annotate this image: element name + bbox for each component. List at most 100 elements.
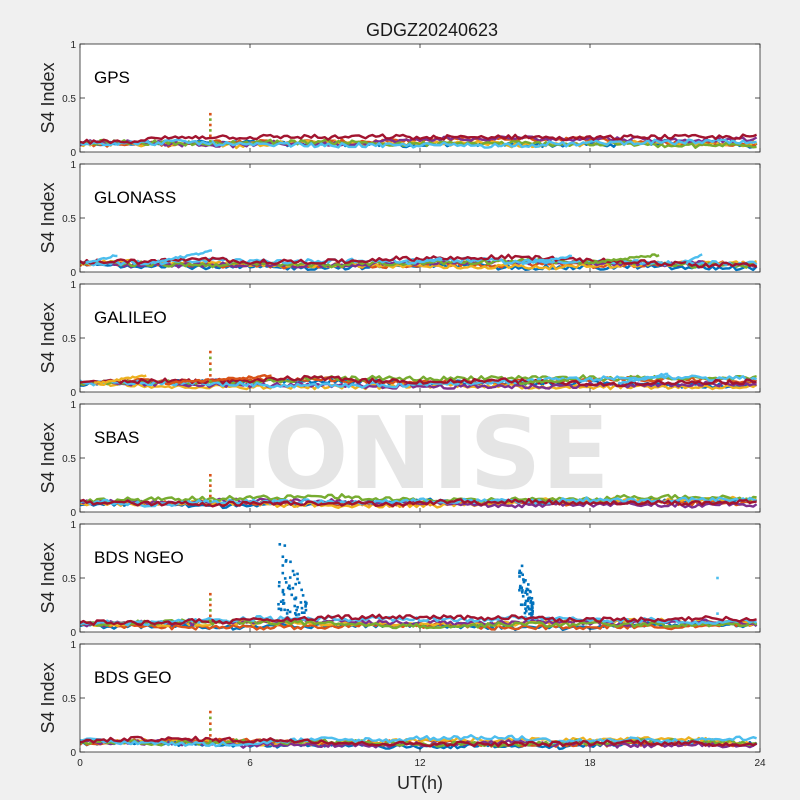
burst-point: [529, 601, 532, 604]
watermark: IONISE: [226, 395, 609, 512]
burst-point: [286, 608, 289, 612]
panel-label: GPS: [94, 68, 130, 87]
isolated-point: [716, 612, 719, 615]
panel-glonass: 0 0.5 1 GLONASS S4 Index: [38, 160, 761, 279]
plot-area: [80, 524, 760, 632]
spike-point: [209, 499, 212, 503]
isolated-point: [716, 576, 719, 580]
burst-point: [531, 606, 534, 610]
burst-point: [288, 587, 292, 591]
burst-point: [277, 607, 281, 611]
y-tick-label: 0.5: [62, 574, 76, 585]
burst-point: [300, 588, 303, 592]
panel-label: GLONASS: [94, 188, 176, 207]
panel-bds-geo: 0 0.5 1 0 6 12 18 24 BDS GEO S4 Index: [38, 640, 766, 769]
burst-point: [529, 599, 533, 603]
y-axis-label: S4 Index: [38, 662, 58, 733]
y-tick-label: 1: [70, 40, 76, 51]
burst-point: [301, 594, 305, 597]
spike-point: [209, 614, 212, 618]
burst-point: [520, 564, 524, 568]
panel-label: BDS NGEO: [94, 548, 184, 567]
burst-point: [528, 612, 531, 616]
burst-point: [293, 573, 296, 577]
y-tick-label: 1: [70, 280, 76, 291]
spike-point: [209, 134, 212, 138]
burst-point: [300, 606, 304, 610]
burst-point: [522, 578, 525, 581]
series-arc: [617, 372, 669, 386]
x-tick-label: 0: [77, 758, 83, 769]
burst-point: [281, 599, 285, 602]
y-axis-label: S4 Index: [38, 182, 58, 253]
y-tick-label: 1: [70, 160, 76, 171]
burst-point: [527, 607, 531, 611]
series-line: [80, 617, 758, 628]
spike-point: [209, 739, 212, 743]
series-arc: [164, 374, 272, 386]
burst-point: [304, 608, 308, 612]
burst-point: [518, 569, 522, 573]
burst-point: [518, 571, 521, 575]
y-tick-label: 0.5: [62, 214, 76, 225]
y-tick-label: 0: [70, 268, 76, 279]
burst-point: [518, 575, 521, 578]
burst-point: [283, 544, 287, 547]
burst-point: [296, 605, 299, 609]
burst-point: [521, 573, 524, 577]
spike-point: [209, 603, 212, 607]
series-line: [80, 613, 757, 626]
series-arc: [150, 249, 213, 265]
series-arc: [518, 378, 570, 386]
burst-point: [281, 571, 285, 575]
panel-galileo: 0 0.5 1 GALILEO S4 Index: [38, 280, 761, 399]
series-arc: [521, 254, 573, 266]
burst-point: [531, 612, 534, 616]
burst-point: [293, 612, 297, 615]
spike-point: [209, 598, 212, 601]
burst-point: [277, 602, 280, 606]
y-tick-label: 0: [70, 628, 76, 639]
burst-point: [294, 597, 297, 601]
burst-point: [296, 577, 299, 581]
x-tick-label: 12: [414, 758, 426, 769]
burst-point: [524, 591, 527, 595]
y-tick-label: 1: [70, 640, 76, 651]
panel-bds-ngeo: 0 0.5 1 BDS NGEO S4 Index: [38, 520, 761, 639]
burst-point: [526, 599, 529, 603]
series-line: [80, 253, 758, 269]
burst-point: [523, 611, 527, 615]
spike-point: [209, 374, 212, 377]
burst-point: [522, 580, 526, 584]
burst-point: [526, 605, 529, 609]
burst-point: [529, 608, 532, 611]
spike-point: [209, 489, 212, 493]
burst-point: [524, 579, 527, 582]
series-arc: [583, 253, 660, 266]
burst-point: [525, 593, 529, 596]
panel-label: SBAS: [94, 428, 139, 447]
plot-area: [80, 44, 760, 152]
burst-point: [524, 599, 528, 603]
spike-point: [209, 356, 212, 360]
series-arc: [94, 374, 147, 385]
burst-point: [521, 603, 524, 607]
x-tick-label: 18: [584, 758, 596, 769]
burst-point: [296, 572, 299, 576]
series-line: [80, 138, 757, 149]
spike-point: [209, 619, 212, 623]
burst-point: [527, 597, 530, 601]
burst-point: [283, 608, 286, 612]
burst-point: [294, 613, 298, 617]
panel-gps: 0 0.5 1 GPS S4 Index: [38, 40, 761, 159]
x-tick-label: 24: [754, 758, 766, 769]
x-axis-label: UT(h): [397, 773, 443, 793]
burst-point: [519, 571, 523, 575]
burst-point: [291, 586, 295, 590]
burst-point: [525, 587, 529, 591]
panel-sbas: 0 0.5 1 SBAS S4 Index: [38, 400, 761, 519]
y-tick-label: 1: [70, 400, 76, 411]
burst-point: [284, 581, 288, 584]
burst-point: [527, 583, 530, 586]
